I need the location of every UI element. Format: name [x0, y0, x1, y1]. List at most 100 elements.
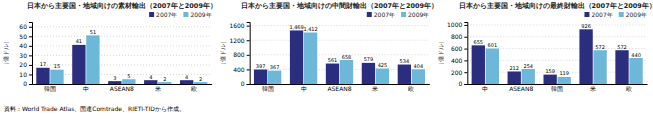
bar — [522, 69, 535, 84]
tick-label: 欧 — [408, 85, 414, 92]
grid-line — [250, 25, 430, 26]
tick-mark — [29, 46, 32, 47]
tick-label: 10 — [19, 71, 27, 78]
tick-mark — [464, 72, 467, 73]
chart-figure: 0102030405060韓国中ASEAN8米欧17413441551522日本… — [0, 0, 653, 119]
legend-swatch — [401, 12, 406, 17]
tick-label: 400 — [451, 57, 463, 64]
tick: 中 — [482, 84, 488, 92]
chart-panel: 040080012001600韓国中ASEAN8米欧3971,469561579… — [219, 1, 438, 92]
tick-label: 米 — [590, 85, 596, 92]
tick-label: 200 — [451, 69, 463, 76]
tick: ASEAN8 — [110, 84, 134, 92]
tick-label: 欧 — [191, 85, 197, 92]
data-label: 397 — [256, 63, 266, 69]
bar — [615, 50, 628, 84]
bar — [362, 63, 375, 84]
legend: 2007年 2009年 — [149, 11, 212, 18]
tick-mark — [247, 26, 250, 27]
bar — [579, 29, 592, 84]
tick-mark — [247, 40, 250, 41]
tick-label: 1000 — [447, 21, 462, 28]
grid-line — [32, 36, 212, 37]
tick: 30 — [19, 52, 32, 59]
bar-series — [50, 35, 207, 84]
tick-label: 米 — [155, 85, 161, 92]
tick: 400 — [233, 66, 249, 73]
tick: 1600 — [229, 22, 249, 29]
legend: 2007年 2009年 — [584, 11, 647, 18]
tick: 韓国 — [44, 84, 56, 92]
y-axis: 040080012001600 — [229, 22, 250, 87]
data-labels: 3971,4695615795343671,412658425404 — [256, 24, 423, 70]
tick: 200 — [451, 69, 467, 76]
legend-swatch — [619, 12, 624, 17]
tick: ASEAN8 — [327, 84, 351, 92]
tick: 400 — [451, 57, 467, 64]
tick-label: 韓国 — [551, 85, 563, 92]
legend-label: 2007年 — [591, 11, 612, 18]
bar — [398, 65, 411, 84]
data-label: 425 — [378, 62, 388, 68]
tick-label: 中 — [482, 85, 488, 92]
bar — [290, 30, 303, 84]
tick: 10 — [19, 71, 32, 78]
tick-mark — [464, 49, 467, 50]
tick: 50 — [19, 33, 32, 40]
legend-label: 2007年 — [156, 11, 177, 18]
tick-mark — [464, 60, 467, 61]
legend-item: 2007年 — [584, 11, 612, 18]
bar-series — [268, 33, 425, 84]
tick-label: 韓国 — [262, 85, 274, 92]
grid-line — [32, 55, 212, 56]
tick-label: 20 — [19, 61, 27, 68]
data-label: 926 — [581, 23, 591, 29]
data-label: 601 — [488, 42, 498, 48]
tick-label: 50 — [19, 33, 27, 40]
tick: 0 — [23, 80, 32, 87]
tick-mark — [29, 65, 32, 66]
tick-label: 400 — [233, 66, 245, 73]
chart-panel: 02004006008001000中ASEAN8韓国米欧655212159926… — [437, 1, 653, 92]
tick: 中 — [301, 84, 307, 92]
tick-label: 韓国 — [44, 85, 56, 92]
tick: 1000 — [447, 21, 467, 28]
tick-mark — [464, 25, 467, 26]
bar — [108, 81, 121, 84]
data-label: 2 — [199, 76, 202, 82]
tick-mark — [29, 84, 32, 85]
data-label: 561 — [328, 57, 338, 63]
legend-label: 2007年 — [374, 11, 395, 18]
chart-panel: 0102030405060韓国中ASEAN8米欧17413441551522日本… — [2, 1, 217, 92]
tick-label: ASEAN8 — [327, 85, 351, 92]
tick: 米 — [155, 84, 161, 92]
tick: 欧 — [408, 84, 414, 92]
tick: 800 — [233, 51, 249, 58]
footnote: 資料：World Trade Atlas、国連Comtrade、RIETI-TI… — [4, 105, 185, 113]
tick-label: 40 — [19, 42, 27, 49]
grid-line — [32, 26, 212, 27]
data-label: 17 — [40, 61, 46, 67]
legend-item: 2007年 — [149, 11, 177, 18]
chart-title: 日本から主要国・地域向けの素材輸出（2007年と2009年） — [27, 1, 217, 10]
legend-swatch — [149, 12, 154, 17]
y-axis-title: （億ドル） — [437, 38, 445, 68]
legend-item: 2009年 — [619, 11, 647, 18]
y-axis-title: （億ドル） — [2, 38, 10, 68]
legend-swatch — [367, 12, 372, 17]
data-label: 4 — [149, 74, 152, 80]
tick: 600 — [451, 45, 467, 52]
x-axis: 韓国 中 ASEAN8 米 欧 — [250, 84, 430, 92]
data-label: 1,412 — [303, 26, 317, 32]
legend-label: 2009年 — [190, 11, 211, 18]
y-axis: 0102030405060 — [19, 23, 32, 88]
tick: 20 — [19, 61, 32, 68]
tick-mark — [29, 36, 32, 37]
grid-line — [467, 36, 647, 37]
bar — [72, 45, 85, 84]
tick-label: ASEAN8 — [509, 85, 533, 92]
grid — [467, 25, 647, 84]
tick-label: 800 — [233, 51, 245, 58]
tick-label: 米 — [372, 85, 378, 92]
tick-mark — [247, 69, 250, 70]
